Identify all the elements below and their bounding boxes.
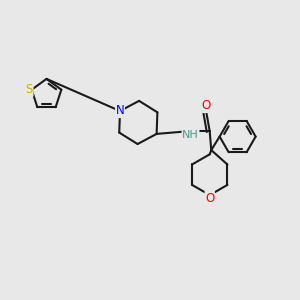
Text: N: N: [116, 104, 124, 118]
Text: O: O: [202, 100, 211, 112]
Text: NH: NH: [182, 130, 199, 140]
Text: S: S: [26, 83, 33, 96]
Text: O: O: [205, 192, 214, 205]
